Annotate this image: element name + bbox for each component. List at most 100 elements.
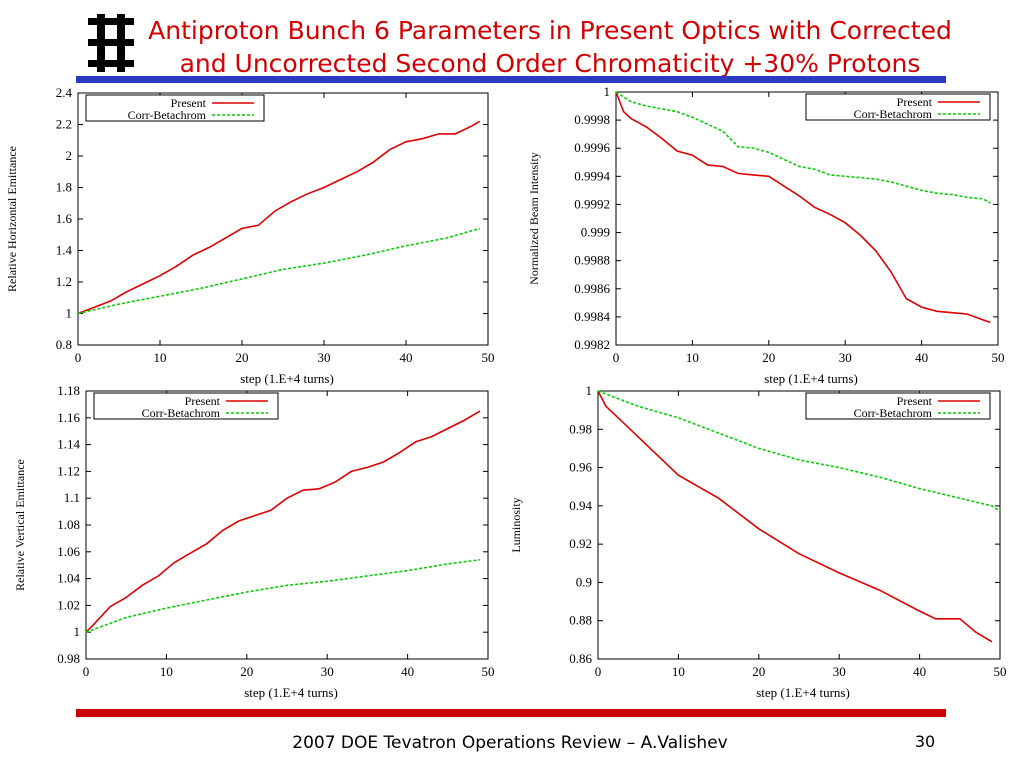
x-tick-label: 30 — [839, 350, 852, 365]
slide-title-line2: and Uncorrected Second Order Chromaticit… — [179, 49, 921, 78]
y-tick-label: 1.4 — [56, 243, 73, 258]
y-tick-label: 0.86 — [569, 651, 592, 666]
x-tick-label: 0 — [83, 664, 90, 679]
y-tick-label: 1.14 — [57, 437, 80, 452]
y-tick-label: 0.9984 — [574, 309, 610, 324]
x-tick-label: 50 — [992, 350, 1005, 365]
x-tick-label: 30 — [833, 664, 846, 679]
x-tick-label: 40 — [915, 350, 928, 365]
vertical-emittance-chart: 0 10 20 30 40 50 0.98 1 1.02 1.04 1.06 1.08 1.1 1.12 1… — [13, 383, 495, 700]
y-tick-label: 2.2 — [56, 117, 72, 132]
legend-label: Present — [897, 394, 933, 408]
series-line-present — [597, 390, 993, 643]
x-tick-label: 10 — [160, 664, 173, 679]
y-tick-label: 1.02 — [57, 597, 80, 612]
legend-box — [93, 392, 279, 420]
y-tick-label: 0.9986 — [574, 281, 610, 296]
y-tick-label: 0.9992 — [574, 196, 610, 211]
y-tick-label: 1.2 — [56, 274, 72, 289]
y-tick-label: 0.9982 — [574, 337, 610, 352]
series-line-present — [615, 91, 991, 324]
title-underline-bar — [76, 76, 946, 83]
series-line-present — [77, 120, 481, 315]
slide-title-line1: Antiproton Bunch 6 Parameters in Present… — [148, 16, 952, 45]
page-number: 30 — [914, 732, 936, 751]
y-tick-label: 0.9 — [576, 574, 592, 589]
x-tick-label: 30 — [321, 664, 334, 679]
footer-bar — [76, 709, 946, 717]
legend-label: Present — [171, 96, 207, 110]
x-tick-label: 20 — [752, 664, 765, 679]
fermilab-logo-icon — [88, 14, 134, 72]
x-axis-label: step (1.E+4 turns) — [764, 371, 858, 386]
legend-label: Present — [185, 394, 221, 408]
y-tick-label: 1.1 — [64, 490, 80, 505]
y-tick-label: 1.18 — [57, 383, 80, 398]
plot-frame — [85, 390, 489, 660]
y-tick-label: 0.94 — [569, 498, 592, 513]
x-tick-label: 50 — [482, 664, 495, 679]
footer-text: 2007 DOE Tevatron Operations Review – A.… — [292, 733, 728, 753]
y-tick-label: 1.8 — [56, 180, 72, 195]
legend-label: Corr-Betachrom — [128, 108, 207, 122]
legend-label: Present — [897, 95, 933, 109]
x-tick-label: 10 — [154, 350, 167, 365]
x-tick-label: 20 — [236, 350, 249, 365]
y-axis-label: Normalized Beam Intensity — [527, 152, 541, 285]
x-axis-label: step (1.E+4 turns) — [756, 685, 850, 700]
y-tick-label: 1 — [586, 383, 593, 398]
y-tick-label: 0.9996 — [574, 140, 610, 155]
x-axis-label: step (1.E+4 turns) — [244, 685, 338, 700]
y-tick-label: 1.04 — [57, 571, 80, 586]
y-axis-label: Luminosity — [509, 497, 523, 552]
y-tick-label: 0.999 — [581, 225, 610, 240]
y-tick-label: 0.9994 — [574, 168, 610, 183]
x-tick-label: 50 — [994, 664, 1007, 679]
y-tick-label: 1.16 — [57, 410, 80, 425]
y-tick-label: 1 — [66, 306, 73, 321]
legend-box — [805, 93, 991, 121]
legend-label: Corr-Betachrom — [142, 406, 221, 420]
horizontal-emittance-chart: 0 10 20 30 40 50 0.8 1 1.2 1.4 1.6 1.8 2 2.2 2.4 step (… — [5, 85, 495, 386]
y-tick-label: 0.92 — [569, 536, 592, 551]
series-line-present — [85, 410, 481, 633]
legend-box — [85, 94, 265, 122]
luminosity-chart: 0 10 20 30 40 50 0.86 0.88 0.9 0.92 0.94 0.96 0.98 1 s… — [509, 383, 1007, 700]
y-tick-label: 2 — [66, 148, 73, 163]
x-tick-label: 10 — [686, 350, 699, 365]
legend-label: Corr-Betachrom — [854, 406, 933, 420]
y-tick-label: 0.8 — [56, 337, 72, 352]
y-tick-label: 0.9988 — [574, 253, 610, 268]
x-tick-label: 0 — [75, 350, 82, 365]
series-line-corr-betachrom — [615, 91, 991, 204]
x-tick-label: 30 — [318, 350, 331, 365]
y-tick-label: 1.08 — [57, 517, 80, 532]
y-tick-label: 1.6 — [56, 211, 73, 226]
y-tick-label: 0.88 — [569, 613, 592, 628]
slide-title: Antiproton Bunch 6 Parameters in Present… — [100, 14, 1000, 80]
y-tick-label: 1.06 — [57, 544, 80, 559]
x-tick-label: 20 — [240, 664, 253, 679]
y-axis-label: Relative Vertical Emittance — [13, 459, 27, 591]
y-tick-label: 0.9998 — [574, 112, 610, 127]
x-tick-label: 0 — [595, 664, 602, 679]
y-tick-label: 1 — [604, 84, 611, 99]
y-tick-label: 2.4 — [56, 85, 73, 100]
x-tick-label: 10 — [672, 664, 685, 679]
x-tick-label: 40 — [913, 664, 926, 679]
x-tick-label: 50 — [482, 350, 495, 365]
legend-label: Corr-Betachrom — [854, 107, 933, 121]
x-tick-label: 40 — [401, 664, 414, 679]
y-tick-label: 1.12 — [57, 463, 80, 478]
y-axis-label: Relative Horizontal Emittance — [5, 146, 19, 292]
series-line-corr-betachrom — [597, 390, 1001, 513]
y-tick-label: 0.96 — [569, 460, 592, 475]
x-tick-label: 20 — [762, 350, 775, 365]
legend-box — [805, 392, 991, 420]
beam-intensity-chart: 0 10 20 30 40 50 0.9982 0.9984 0.9986 0.9988 0.999… — [527, 84, 1005, 386]
plot-frame — [77, 92, 489, 346]
y-tick-label: 0.98 — [57, 651, 80, 666]
plot-frame — [597, 390, 1001, 660]
x-tick-label: 0 — [613, 350, 620, 365]
series-line-corr-betachrom — [85, 559, 481, 633]
